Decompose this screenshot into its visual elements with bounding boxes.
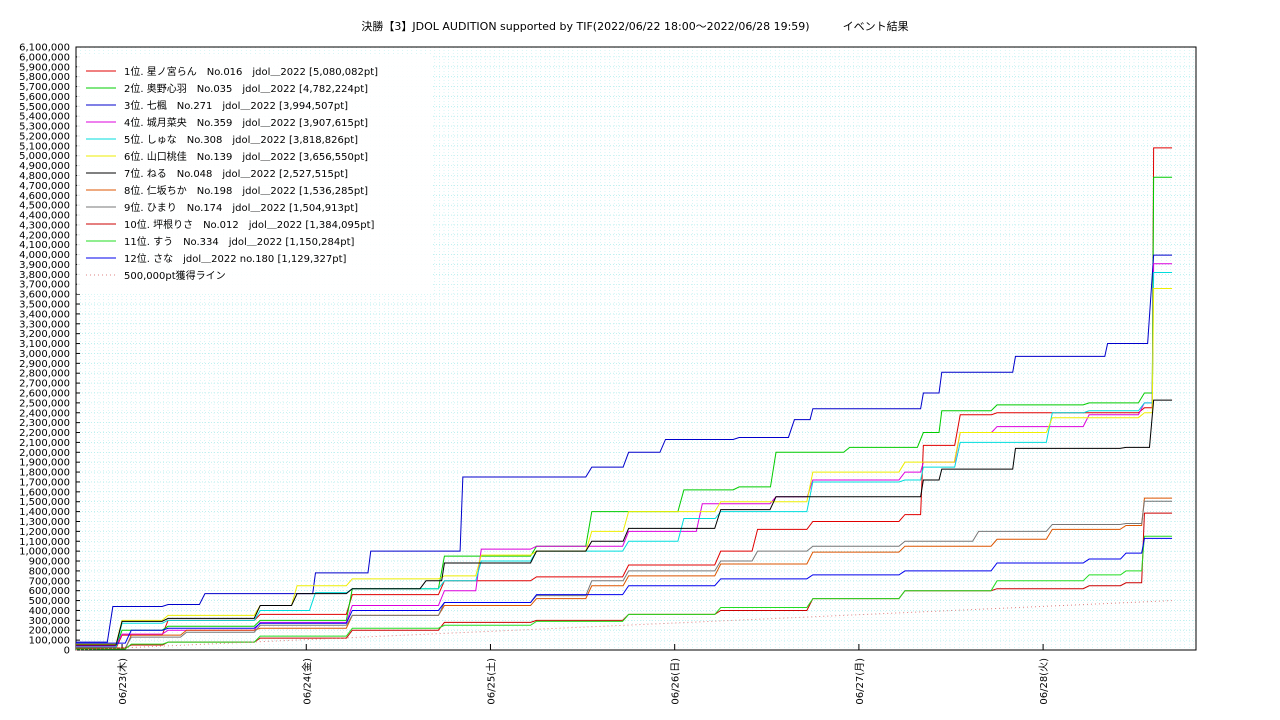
y-tick-label: 800,000 <box>29 566 70 577</box>
y-tick-label: 5,400,000 <box>19 112 70 123</box>
y-tick-label: 1,900,000 <box>19 458 70 469</box>
y-tick-label: 1,700,000 <box>19 477 70 488</box>
y-tick-label: 2,300,000 <box>19 418 70 429</box>
series-line <box>76 500 1173 649</box>
y-tick-label: 6,000,000 <box>19 52 70 63</box>
y-tick-label: 1,500,000 <box>19 497 70 508</box>
y-tick-label: 2,900,000 <box>19 359 70 370</box>
series-line <box>75 600 1173 651</box>
y-tick-label: 1,400,000 <box>19 507 70 518</box>
legend-label: 12位. さな jdol＿2022 no.180 [1,129,327pt] <box>124 252 347 265</box>
series-line <box>76 263 1173 647</box>
y-tick-label: 3,100,000 <box>19 339 70 350</box>
y-tick-label: 3,700,000 <box>19 280 70 291</box>
series-line <box>76 537 1173 644</box>
y-tick-label: 2,100,000 <box>19 438 70 449</box>
series-line <box>76 176 1173 648</box>
y-tick-label: 1,300,000 <box>19 517 70 528</box>
y-tick-label: 500,000 <box>29 596 70 607</box>
y-tick-label: 3,300,000 <box>19 319 70 330</box>
y-tick-label: 5,100,000 <box>19 141 70 152</box>
y-tick-label: 3,800,000 <box>19 270 70 281</box>
plot-frame <box>75 46 1197 651</box>
y-tick-label: 2,500,000 <box>19 398 70 409</box>
y-tick-label: 5,800,000 <box>19 72 70 83</box>
y-tick-label: 4,300,000 <box>19 220 70 231</box>
y-tick-label: 0 <box>64 646 70 657</box>
legend-label: 10位. 坪根りさ No.012 jdol＿2022 [1,384,095pt] <box>124 218 374 231</box>
y-tick-label: 5,700,000 <box>19 82 70 93</box>
legend-label: 2位. 奥野心羽 No.035 jdol＿2022 [4,782,224pt] <box>124 82 368 95</box>
y-tick-label: 2,000,000 <box>19 448 70 459</box>
legend-label: 9位. ひまり No.174 jdol＿2022 [1,504,913pt] <box>124 201 358 214</box>
y-tick-label: 600,000 <box>29 586 70 597</box>
legend-box <box>77 55 432 294</box>
series-line <box>76 288 1173 645</box>
y-tick-label: 400,000 <box>29 606 70 617</box>
x-tick-label: 06/28(火) <box>1038 658 1050 705</box>
y-tick-label: 4,500,000 <box>19 201 70 212</box>
y-tick-label: 5,600,000 <box>19 92 70 103</box>
y-tick-label: 4,400,000 <box>19 211 70 222</box>
y-tick-label: 3,600,000 <box>19 290 70 301</box>
y-tick-label: 1,000,000 <box>19 547 70 558</box>
y-tick-label: 700,000 <box>29 576 70 587</box>
y-tick-label: 1,200,000 <box>19 527 70 538</box>
legend-label: 6位. 山口桃佳 No.139 jdol＿2022 [3,656,550pt] <box>124 150 368 163</box>
x-tick-label: 06/24(金) <box>300 658 313 705</box>
y-tick-label: 2,700,000 <box>19 379 70 390</box>
y-tick-label: 900,000 <box>29 557 70 568</box>
y-tick-label: 3,900,000 <box>19 260 70 271</box>
y-tick-label: 1,800,000 <box>19 468 70 479</box>
y-tick-label: 2,800,000 <box>19 369 70 380</box>
y-tick-label: 5,300,000 <box>19 122 70 133</box>
chart-title: 決勝【3】JDOL AUDITION supported by TIF(2022… <box>361 20 909 33</box>
y-tick-label: 4,900,000 <box>19 161 70 172</box>
y-tick-label: 4,600,000 <box>19 191 70 202</box>
y-tick-label: 3,000,000 <box>19 349 70 360</box>
x-tick-label: 06/26(日) <box>671 658 682 705</box>
y-tick-label: 2,600,000 <box>19 388 70 399</box>
series-line <box>76 272 1173 648</box>
y-tick-label: 4,100,000 <box>19 240 70 251</box>
y-tick-label: 200,000 <box>29 626 70 637</box>
legend-label: 500,000pt獲得ライン <box>124 269 226 282</box>
y-tick-label: 100,000 <box>29 636 70 647</box>
y-tick-label: 3,400,000 <box>19 309 70 320</box>
y-tick-label: 4,800,000 <box>19 171 70 182</box>
series-line <box>76 399 1173 646</box>
y-tick-label: 3,200,000 <box>19 329 70 340</box>
y-tick-label: 300,000 <box>29 616 70 627</box>
y-tick-label: 4,700,000 <box>19 181 70 192</box>
series-line <box>76 147 1173 649</box>
legend-label: 3位. 七楓 No.271 jdol＿2022 [3,994,507pt] <box>124 99 348 112</box>
legend-label: 1位. 星ノ宮らん No.016 jdol＿2022 [5,080,082pt] <box>124 65 378 78</box>
y-tick-label: 1,600,000 <box>19 487 70 498</box>
legend-label: 4位. 城月菜央 No.359 jdol＿2022 [3,907,615pt] <box>124 116 368 129</box>
y-tick-label: 2,400,000 <box>19 408 70 419</box>
y-tick-label: 4,000,000 <box>19 250 70 261</box>
x-tick-label: 06/27(月) <box>854 658 866 705</box>
y-tick-label: 5,500,000 <box>19 102 70 113</box>
y-tick-label: 5,200,000 <box>19 131 70 142</box>
y-tick-label: 2,200,000 <box>19 428 70 439</box>
x-tick-label: 06/23(木) <box>117 658 129 705</box>
x-tick-label: 06/25(土) <box>484 658 497 705</box>
legend-label: 7位. ねる No.048 jdol＿2022 [2,527,515pt] <box>124 167 348 180</box>
y-tick-label: 4,200,000 <box>19 230 70 241</box>
y-tick-label: 3,500,000 <box>19 300 70 311</box>
legend-label: 8位. 仁坂ちか No.198 jdol＿2022 [1,536,285pt] <box>124 184 368 197</box>
y-tick-label: 6,100,000 <box>19 43 70 54</box>
y-tick-label: 5,000,000 <box>19 151 70 162</box>
legend-label: 11位. すう No.334 jdol＿2022 [1,150,284pt] <box>124 235 354 248</box>
legend-label: 5位. しゅな No.308 jdol＿2022 [3,818,826pt] <box>124 133 358 146</box>
y-tick-label: 5,900,000 <box>19 62 70 73</box>
series-line <box>76 535 1173 650</box>
y-tick-label: 1,100,000 <box>19 537 70 548</box>
